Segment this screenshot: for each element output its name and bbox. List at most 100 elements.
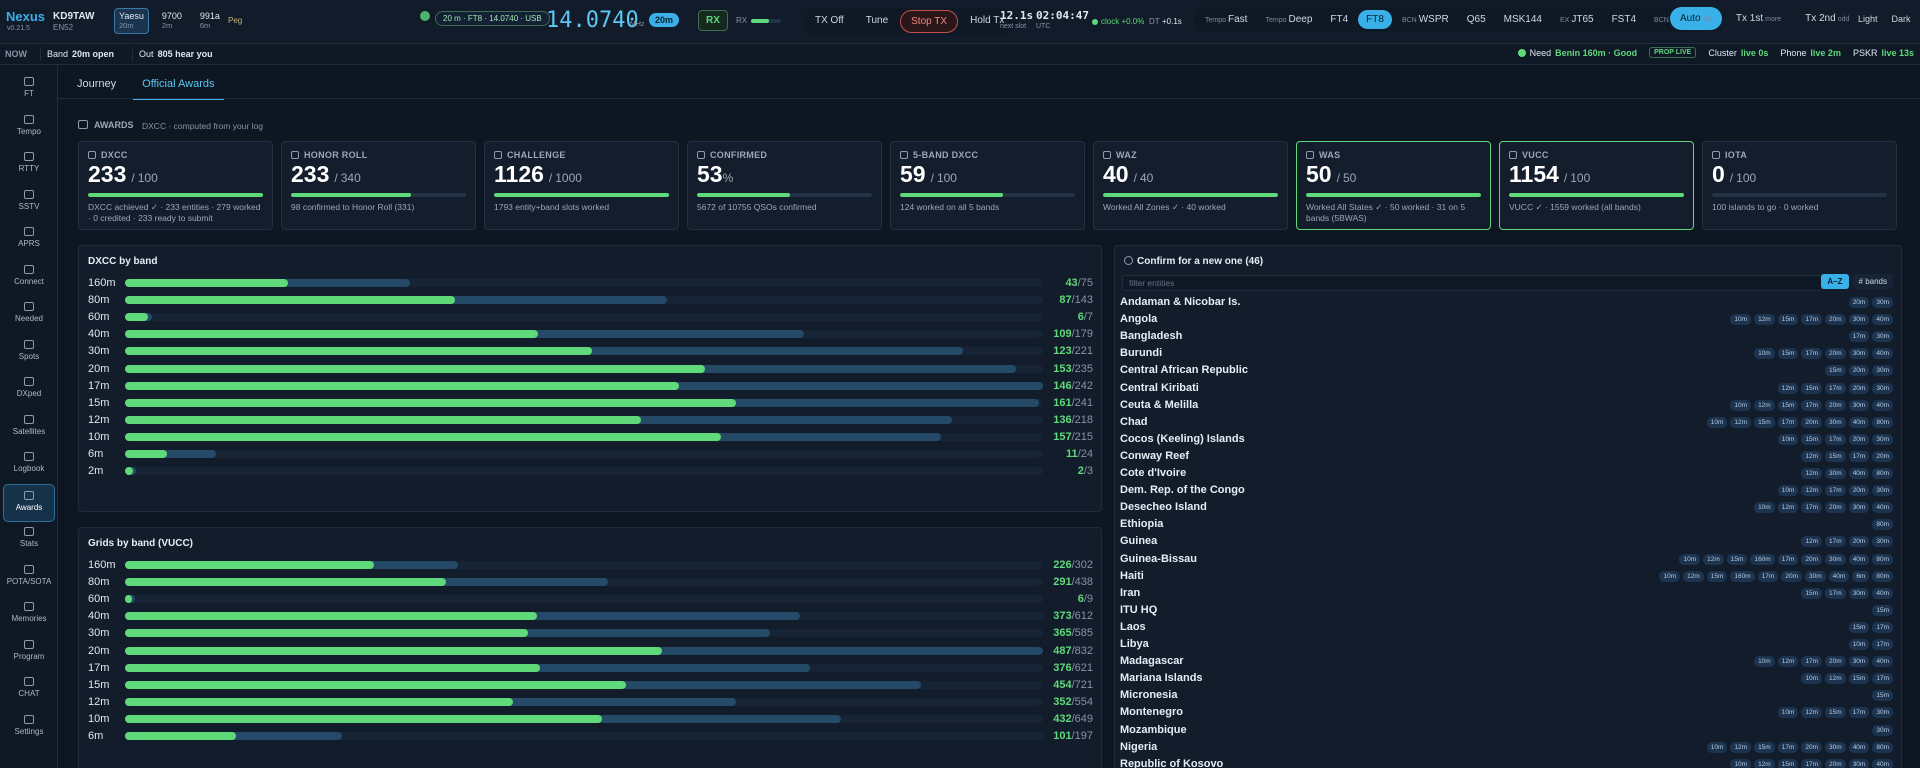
mode-button[interactable]: FT8 xyxy=(1358,10,1392,29)
band-chips: 10m 12m 15m 17m 20m 30m 40m 80m xyxy=(1706,416,1893,428)
entity-name: Guinea-Bissau xyxy=(1120,552,1198,565)
band-count: 101/197 xyxy=(1053,730,1093,742)
nav-item[interactable]: Connect xyxy=(3,259,55,297)
confirmed-bar xyxy=(125,347,592,356)
nav-item[interactable]: FT xyxy=(3,71,55,109)
peg[interactable]: Peg xyxy=(228,16,243,25)
entity-row[interactable]: Ethiopia 80m xyxy=(1115,516,1901,533)
entity-row[interactable]: Madagascar 10m 12m 17m 20m 30m 40m xyxy=(1115,653,1901,670)
entity-row[interactable]: Mariana Islands 10m 12m 15m 17m xyxy=(1115,670,1901,687)
nav-item[interactable]: SSTV xyxy=(3,184,55,222)
mode-button[interactable]: Q65 xyxy=(1459,10,1494,29)
entity-row[interactable]: Montenegro 10m 12m 15m 17m 30m xyxy=(1115,704,1901,721)
mode-button[interactable]: MSK144 xyxy=(1496,10,1550,29)
panel-title: DXCC by band xyxy=(88,256,158,267)
entity-row[interactable]: Angola 10m 12m 15m 17m 20m 30m 40m xyxy=(1115,311,1901,328)
entity-row[interactable]: Libya 10m 17m xyxy=(1115,636,1901,653)
entity-row[interactable]: Bangladesh 17m 30m xyxy=(1115,328,1901,345)
entity-row[interactable]: ITU HQ 15m xyxy=(1115,602,1901,619)
entity-row[interactable]: Ceuta & Melilla 10m 12m 15m 17m 20m 30m 40m xyxy=(1115,397,1901,414)
worked-count: 24 xyxy=(1080,448,1093,460)
entity-row[interactable]: Nigeria 10m 12m 15m 17m 20m 30m 40m 80m xyxy=(1115,739,1901,756)
nav-item[interactable]: Tempo xyxy=(3,109,55,147)
entity-row[interactable]: Andaman & Nicobar Is. 20m 30m xyxy=(1115,294,1901,311)
mode-button[interactable]: FST4 xyxy=(1604,10,1644,29)
sequence-button[interactable]: Auto 1st xyxy=(1670,7,1722,30)
band-chip: 20m xyxy=(1848,433,1870,445)
entity-row[interactable]: Central African Republic 15m 20m 30m xyxy=(1115,362,1901,379)
band-chips: 20m 30m xyxy=(1848,297,1893,308)
entity-row[interactable]: Desecheo Island 10m 12m 17m 20m 30m 40m xyxy=(1115,499,1901,516)
tx-button[interactable]: Hold Tx xyxy=(970,15,1005,26)
entity-row[interactable]: Guinea-Bissau 10m 12m 15m 160m 17m 20m 30m 40m 80… xyxy=(1115,551,1901,568)
band-label: 60m xyxy=(88,311,110,324)
nav-item[interactable]: Stats xyxy=(3,521,55,559)
card-header: 5-BAND DXCC xyxy=(900,150,1075,160)
nav-item[interactable]: Logbook xyxy=(3,446,55,484)
radio-select[interactable]: 9700 2m xyxy=(157,8,187,34)
theme-button[interactable]: Dark xyxy=(1891,14,1911,24)
nav-item[interactable]: Satellites xyxy=(3,409,55,447)
band-chip: 40m xyxy=(1872,399,1893,411)
tab[interactable]: Official Awards xyxy=(133,73,224,100)
band-row: 17m 146/242 xyxy=(79,378,1101,395)
entity-row[interactable]: Micronesia 15m xyxy=(1115,687,1901,704)
entity-row[interactable]: Haiti 10m 12m 15m 160m 17m 20m 30m 40m 6m 80m xyxy=(1115,568,1901,585)
tx-button[interactable]: TX Off xyxy=(815,15,844,26)
entity-name: Mariana Islands xyxy=(1120,672,1203,685)
tab[interactable]: Journey xyxy=(77,78,117,90)
confirmed-bar xyxy=(125,714,602,723)
card-icon xyxy=(697,151,705,159)
nav-item[interactable]: Awards xyxy=(3,483,55,522)
nav-item[interactable]: DXped xyxy=(3,371,55,409)
band-chip: 15m xyxy=(1777,399,1799,411)
band-pill[interactable]: 20m xyxy=(649,13,680,27)
sequence-button[interactable]: Tx 2nd odd xyxy=(1795,7,1859,30)
rx-button[interactable]: RX xyxy=(698,10,728,31)
entity-row[interactable]: Cocos (Keeling) Islands 10m 15m 17m 20m 30m xyxy=(1115,431,1901,448)
mode-button[interactable]: Tempo Deep xyxy=(1257,10,1320,29)
entity-name: Republic of Kosovo xyxy=(1120,757,1224,768)
mode-button[interactable]: BCN WSPR xyxy=(1394,10,1457,29)
radio-name: 9700 xyxy=(161,11,182,21)
entity-row[interactable]: Conway Reef 12m 15m 17m 20m xyxy=(1115,448,1901,465)
entity-row[interactable]: Guinea 12m 17m 20m 30m xyxy=(1115,533,1901,550)
entity-row[interactable]: Burundi 10m 15m 17m 20m 30m 40m xyxy=(1115,345,1901,362)
tx-button[interactable]: Tune xyxy=(865,15,889,26)
nav-label: Settings xyxy=(14,726,44,736)
entity-row[interactable]: Laos 15m 17m xyxy=(1115,619,1901,636)
mode-button[interactable]: FT4 xyxy=(1322,10,1356,29)
entity-row[interactable]: Cote d'Ivoire 12m 30m 40m 80m xyxy=(1115,465,1901,482)
tx-button[interactable]: Stop TX xyxy=(900,10,959,33)
nav-item[interactable]: APRS xyxy=(3,221,55,259)
entity-row[interactable]: Chad 10m 12m 15m 17m 20m 30m 40m 80m xyxy=(1115,414,1901,431)
theme-button[interactable]: Light xyxy=(1858,14,1878,24)
entity-row[interactable]: Mozambique 30m xyxy=(1115,722,1901,739)
nav-item[interactable]: Memories xyxy=(3,596,55,634)
mode-button[interactable]: Tempo Fast xyxy=(1197,10,1255,29)
sort-button[interactable]: # bands xyxy=(1852,274,1893,289)
filter-input[interactable]: filter entities xyxy=(1122,275,1822,291)
nav-item[interactable]: CHAT xyxy=(3,671,55,709)
entity-row[interactable]: Dem. Rep. of the Congo 10m 12m 17m 20m 30m xyxy=(1115,482,1901,499)
sequence-button[interactable]: Tx 1st more xyxy=(1726,7,1791,30)
band-label: 30m xyxy=(88,627,110,640)
band-track xyxy=(125,595,1043,604)
entity-row[interactable]: Republic of Kosovo 10m 12m 15m 17m 20m 30m 40m xyxy=(1115,756,1901,768)
band-track xyxy=(125,612,1043,621)
radio-select[interactable]: Yaesu 20m xyxy=(114,8,149,34)
entity-row[interactable]: Iran 15m 17m 30m 40m xyxy=(1115,585,1901,602)
nav-item[interactable]: Settings xyxy=(3,709,55,747)
band-chip: 20m xyxy=(1825,314,1846,326)
entity-row[interactable]: Central Kiribati 12m 15m 17m 20m 30m xyxy=(1115,380,1901,397)
sort-button[interactable]: A–Z xyxy=(1821,274,1849,289)
mode-button[interactable]: EX JT65 xyxy=(1552,10,1602,29)
band-chip: 40m xyxy=(1828,570,1850,582)
band-chip: 10m xyxy=(1730,758,1752,768)
nav-item[interactable]: Needed xyxy=(3,296,55,334)
nav-item[interactable]: Program xyxy=(3,634,55,672)
radio-select[interactable]: 991a 6m xyxy=(195,8,225,34)
nav-item[interactable]: Spots xyxy=(3,334,55,372)
nav-item[interactable]: RTTY xyxy=(3,146,55,184)
nav-item[interactable]: POTA/SOTA xyxy=(3,559,55,597)
